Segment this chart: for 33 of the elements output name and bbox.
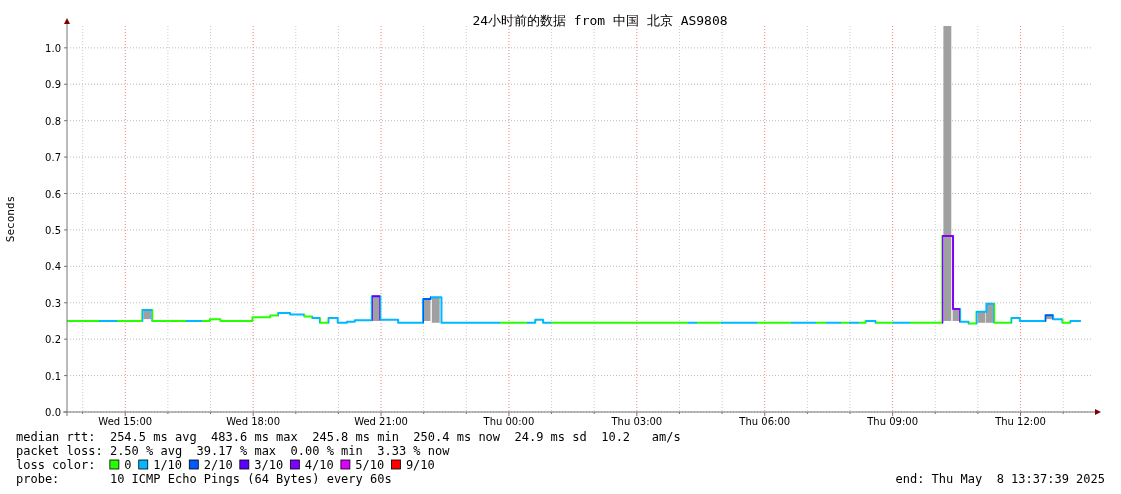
x-tick-label: Wed 15:00 [98,416,153,427]
legend-label: 0 [124,458,132,472]
legend-label: 9/10 [405,458,435,472]
y-tick-label: 0.0 [45,407,61,418]
y-tick-label: 0.8 [45,115,61,127]
x-tick-label: Thu 06:00 [738,416,791,427]
y-tick-label: 0.4 [45,261,61,273]
x-tick-label: Thu 03:00 [610,416,663,427]
text: end: Thu May 8 13:37:39 2025 [895,472,1105,486]
x-tick-label: Thu 09:00 [866,416,919,427]
legend-label: 3/10 [254,458,284,472]
y-tick-label: 0.2 [45,334,61,346]
legend-title: loss color: [16,458,96,472]
x-tick-label: Wed 21:00 [354,416,408,427]
y-tick-label: 0.1 [45,370,61,382]
legend-label: 1/10 [153,458,183,472]
y-tick-label: 0.3 [45,297,61,309]
x-tick-label: Thu 00:00 [482,416,535,427]
x-tick-label: Wed 18:00 [226,416,281,427]
chart-title: 24小时前的数据 from 中国 北京 AS9808 [472,13,728,28]
text: packet loss: 2.50 % avg 39.17 % max 0.00 % min 3.33 % now [16,444,451,458]
y-tick-label: 1.0 [45,42,61,54]
y-tick-label: 0.6 [45,188,61,200]
text: probe: 10 ICMP Echo Pings (64 Bytes) every 60s [16,472,392,486]
legend-label: 5/10 [355,458,385,472]
legend-label: 4/10 [304,458,334,472]
legend-label: 2/10 [203,458,233,472]
y-axis-title: Seconds [4,195,17,243]
x-tick-label: Thu 12:00 [994,416,1046,427]
y-tick-label: 0.7 [45,152,61,164]
text: median rtt: 254.5 ms avg 483.6 ms max 245.8 ms min 250.4 ms now 24.9 ms sd 10.2 am/s [16,430,681,444]
y-tick-label: 0.5 [45,224,61,236]
y-tick-label: 0.9 [45,79,61,91]
